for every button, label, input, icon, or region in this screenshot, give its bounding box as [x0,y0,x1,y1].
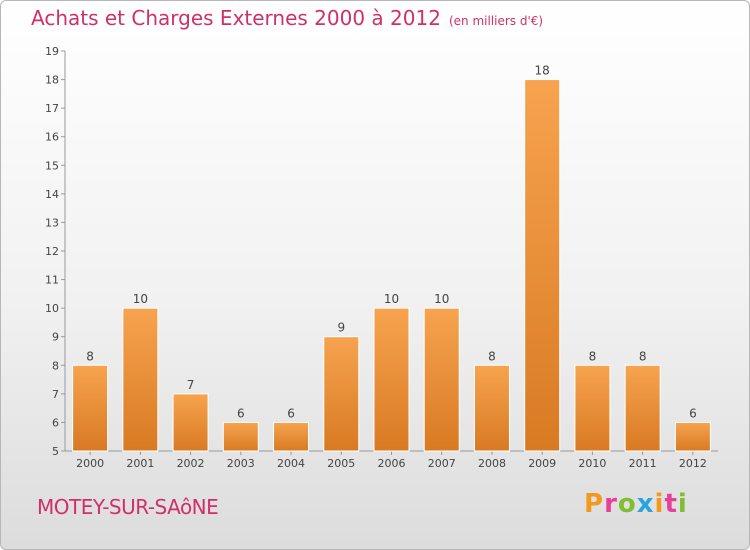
bar [222,421,259,452]
unit-label: (en milliers d'€) [448,14,544,28]
bar [273,421,310,452]
bar [423,307,460,452]
bar-value-label: 10 [434,292,449,306]
bar-value-label: 7 [187,378,195,392]
y-tick-label: 5 [52,445,59,458]
x-tick-label: 2003 [227,457,255,470]
x-tick-label: 2002 [177,457,205,470]
x-tick-label: 2007 [428,457,456,470]
bar [172,393,209,452]
y-tick-label: 7 [52,388,59,401]
y-tick-label: 12 [45,245,59,258]
x-tick-label: 2012 [679,457,707,470]
x-tick-label: 2000 [76,457,104,470]
title-text: Achats et Charges Externes 2000 à 2012 [31,6,441,30]
y-tick-label: 14 [45,188,59,201]
bar [122,307,159,452]
x-tick-label: 2011 [629,457,657,470]
x-tick-label: 2001 [126,457,154,470]
bar-value-label: 8 [639,349,647,363]
logo-letter: i [677,489,688,519]
y-tick-label: 9 [52,331,59,344]
place-name: MOTEY-SUR-SAôNE [37,495,219,519]
y-tick-label: 8 [52,359,59,372]
bar [373,307,410,452]
y-tick-label: 18 [45,74,59,87]
chart-title: Achats et Charges Externes 2000 à 2012 (e… [31,6,543,30]
bar [72,364,109,452]
logo-letter: t [664,489,678,519]
x-tick-label: 2004 [277,457,305,470]
logo-letter: o [617,489,637,519]
bar-value-label: 8 [86,349,94,363]
y-tick-label: 16 [45,131,59,144]
bar-value-label: 6 [287,406,295,420]
bar-value-label: 6 [689,406,697,420]
logo-letter: r [604,489,618,519]
y-tick-label: 10 [45,302,59,315]
logo-letter: P [584,489,605,519]
logo-letter: i [654,489,665,519]
x-tick-label: 2005 [327,457,355,470]
bar-value-label: 10 [384,292,399,306]
y-tick-label: 15 [45,159,59,172]
y-tick-label: 13 [45,216,59,229]
bar [473,364,510,452]
proxiti-logo: Proxiti [584,489,688,519]
bar [323,336,360,452]
axes: 5 6 7 8 9 10 11 12 13 14 15 16 17 18 19 2000 2001 2002 200… [45,45,718,470]
y-tick-label: 19 [45,45,59,58]
bar-value-label: 6 [237,406,245,420]
x-tick-label: 2006 [378,457,406,470]
x-tick-label: 2010 [578,457,606,470]
bar-value-label: 18 [535,64,550,78]
y-tick-label: 6 [52,416,59,429]
logo-letter: x [636,489,655,519]
bar [674,421,711,452]
y-tick-label: 17 [45,102,59,115]
bar [574,364,611,452]
bar [524,79,561,452]
bars: 8 10 7 6 6 9 10 10 8 18 8 8 6 [72,64,711,452]
y-tick-label: 11 [45,274,59,287]
bar-value-label: 8 [589,349,597,363]
x-tick-label: 2009 [528,457,556,470]
x-tick-label: 2008 [478,457,506,470]
bar-value-label: 10 [133,292,148,306]
bar-value-label: 8 [488,349,496,363]
bar-value-label: 9 [337,321,345,335]
bar [624,364,661,452]
